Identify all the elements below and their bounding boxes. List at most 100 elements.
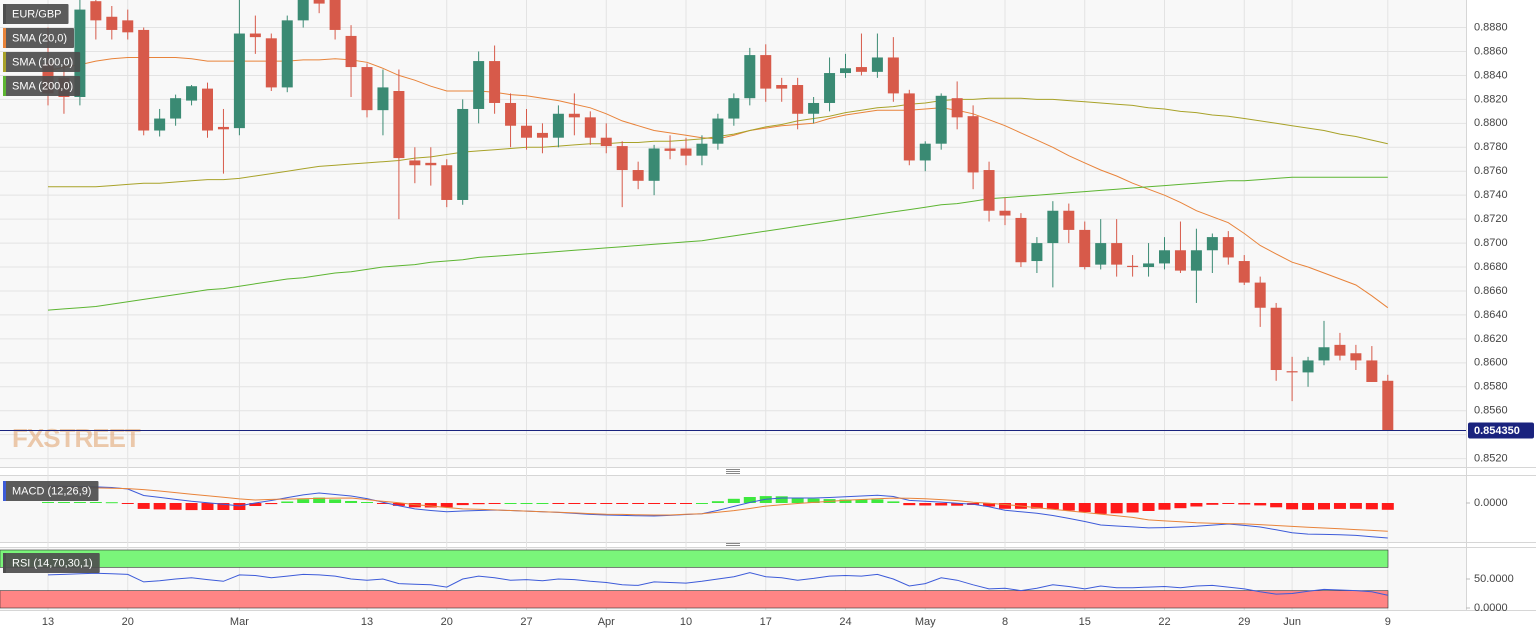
histogram-bar <box>584 503 597 504</box>
histogram-bar <box>1302 503 1315 510</box>
legend-label: SMA (20,0) <box>12 32 67 44</box>
histogram-bar <box>983 503 996 507</box>
histogram-bar <box>1333 503 1346 509</box>
candle-body <box>1127 265 1139 268</box>
candle-body <box>202 88 213 131</box>
candle-body <box>600 137 612 147</box>
histogram-bar <box>313 497 326 503</box>
histogram-bar <box>1158 503 1171 510</box>
histogram-bar <box>1190 503 1203 507</box>
histogram-bar <box>281 501 294 503</box>
histogram-bar <box>855 499 868 503</box>
candle-body <box>90 1 102 21</box>
x-tick-label: 13 <box>361 616 373 628</box>
histogram-bar <box>600 503 613 504</box>
candle-body <box>265 38 277 88</box>
candle-body <box>186 86 198 101</box>
y-tick-label: 0.8780 <box>1474 141 1508 153</box>
candle-body <box>1095 243 1107 265</box>
histogram-bar <box>1078 503 1091 512</box>
candle-body <box>345 35 357 68</box>
x-tick-label: 10 <box>680 616 692 628</box>
histogram-bar <box>951 503 964 506</box>
candle-body <box>170 98 182 119</box>
candle-body <box>521 125 532 138</box>
candle-body <box>983 170 995 211</box>
candle-body <box>728 98 740 119</box>
histogram-bar <box>775 496 788 503</box>
histogram-bar <box>169 503 182 510</box>
legend-label: SMA (200,0) <box>12 80 73 92</box>
resize-handle[interactable] <box>726 469 740 474</box>
x-tick-label: Apr <box>598 616 615 628</box>
sma-line <box>47 176 1388 311</box>
x-tick-label: 9 <box>1385 616 1391 628</box>
y-tick-label: 0.8820 <box>1474 93 1508 105</box>
histogram-bar <box>249 503 262 506</box>
histogram-bar <box>440 503 453 508</box>
candle-body <box>297 0 309 21</box>
y-tick-label: 0.8880 <box>1474 21 1508 33</box>
histogram-bar <box>137 503 150 509</box>
candle-body <box>919 143 931 161</box>
histogram-bar <box>1062 503 1075 511</box>
histogram-bar <box>1238 503 1251 505</box>
candle-body <box>855 67 867 72</box>
histogram-bar <box>329 499 342 503</box>
x-tick-label: 24 <box>839 616 851 628</box>
histogram-bar <box>1286 503 1299 510</box>
candle-body <box>1254 282 1266 308</box>
candle-body <box>1318 347 1330 361</box>
x-tick-label: Mar <box>230 616 249 628</box>
histogram-bar <box>408 503 421 508</box>
y-tick-label: 0.8600 <box>1474 357 1508 369</box>
candle-body <box>1159 250 1170 264</box>
candle-body <box>1286 371 1298 373</box>
candle-body <box>457 108 469 200</box>
candle-body <box>329 0 341 30</box>
x-tick-label: 29 <box>1238 616 1250 628</box>
candle-body <box>744 55 756 99</box>
histogram-bar <box>105 502 118 504</box>
histogram-bar <box>42 502 54 503</box>
candle-body <box>1190 250 1202 271</box>
legend-swatch <box>3 28 6 48</box>
y-tick-label: 0.8720 <box>1474 213 1508 225</box>
candle-body <box>1366 360 1378 382</box>
legend-label: EUR/GBP <box>12 8 62 20</box>
legend-swatch <box>3 553 6 573</box>
x-tick-label: 17 <box>760 616 772 628</box>
candle-body <box>1334 344 1346 356</box>
histogram-bar <box>711 501 724 503</box>
candle-body <box>584 117 596 138</box>
candle-body <box>425 162 437 166</box>
rsi-band <box>0 590 1389 609</box>
resize-handle[interactable] <box>726 543 740 546</box>
histogram-bar <box>1174 503 1187 509</box>
candle-body <box>489 61 501 103</box>
candle-body <box>680 148 692 156</box>
x-tick-label: 27 <box>520 616 532 628</box>
candle-body <box>792 85 804 114</box>
histogram-bar <box>153 503 166 510</box>
histogram-bar <box>233 503 246 510</box>
candle-body <box>393 91 405 159</box>
y-tick-label: 0.8580 <box>1474 381 1508 393</box>
histogram-bar <box>871 499 884 503</box>
macd-line <box>47 485 1388 539</box>
candle-body <box>409 160 421 166</box>
legend-swatch <box>3 481 6 501</box>
candle-body <box>696 143 708 156</box>
histogram-bar <box>1318 503 1330 510</box>
candle-body <box>536 132 548 138</box>
x-tick-label: 20 <box>122 616 134 628</box>
x-tick-label: 15 <box>1079 616 1091 628</box>
candle-body <box>1222 237 1234 258</box>
candle-body <box>361 67 373 111</box>
last-price-box <box>1468 422 1534 439</box>
legend-label: SMA (100,0) <box>12 56 73 68</box>
histogram-bar <box>345 501 358 503</box>
candle-body <box>154 118 166 131</box>
